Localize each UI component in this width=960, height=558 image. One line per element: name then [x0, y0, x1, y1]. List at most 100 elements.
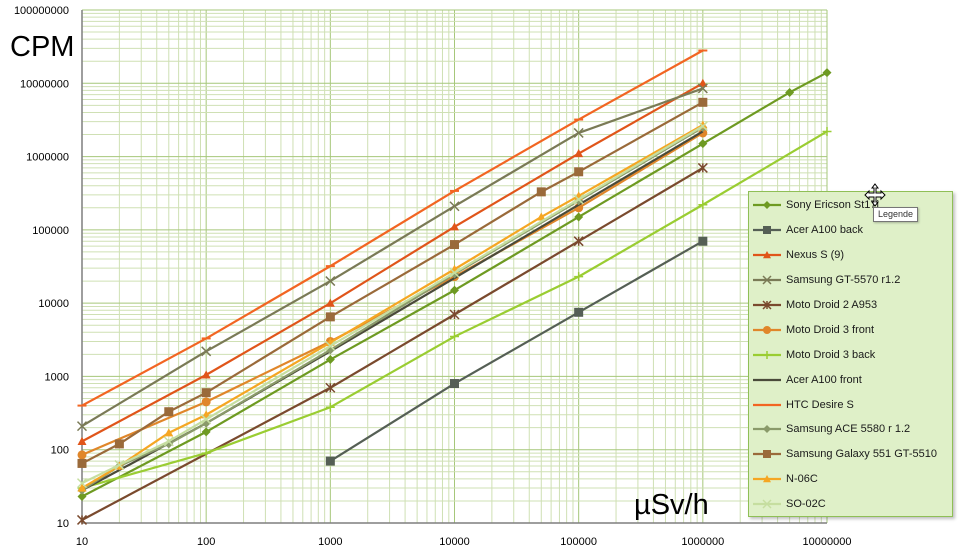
data-point	[762, 300, 772, 310]
legend-label: Sony Ericson St17i	[786, 199, 879, 212]
data-point	[698, 78, 708, 87]
series-2	[77, 78, 708, 445]
legend-key	[753, 251, 781, 259]
legend-item[interactable]: Moto Droid 3 front	[749, 317, 952, 342]
data-point	[763, 450, 771, 459]
x-tick-label: 10000	[439, 536, 470, 548]
x-tick-label: 1000	[318, 536, 342, 548]
legend-item[interactable]: Samsung GT-5570 r1.2	[749, 268, 952, 293]
y-tick-label: 100	[51, 445, 69, 457]
data-point	[77, 458, 87, 468]
data-point	[114, 439, 124, 449]
legend-label: Samsung GT-5570 r1.2	[786, 274, 901, 287]
x-tick-label: 100	[197, 536, 215, 548]
legend-item[interactable]: Moto Droid 2 A953	[749, 293, 952, 318]
y-tick-label: 100000000	[14, 5, 69, 17]
data-point	[536, 187, 546, 197]
legend-item[interactable]: Acer A100 back	[749, 218, 952, 243]
x-tick-label: 10	[76, 536, 88, 548]
data-point	[698, 97, 708, 107]
data-point	[325, 382, 336, 393]
data-point	[698, 200, 708, 210]
data-point	[573, 127, 584, 138]
series-0	[77, 68, 832, 501]
x-tick-label: 10000000	[803, 536, 852, 548]
legend-item[interactable]: HTC Desire S	[749, 392, 952, 417]
y-tick-label: 10000000	[20, 78, 69, 90]
legend-item[interactable]: Samsung Galaxy 551 GT-5510	[749, 442, 952, 467]
legend-item[interactable]: Nexus S (9)	[749, 243, 952, 268]
data-point	[698, 139, 708, 149]
series-4	[76, 162, 708, 525]
data-point	[698, 128, 708, 138]
x-axis-label: µSv/h	[634, 489, 709, 521]
legend-item[interactable]: Moto Droid 3 back	[749, 342, 952, 367]
y-tick-label: 10000	[38, 298, 69, 310]
series-line	[81, 82, 704, 443]
series-1	[325, 236, 708, 466]
data-point	[450, 285, 459, 295]
legend-tooltip: Legende	[873, 207, 919, 222]
legend-item[interactable]: Sony Ericson St17i	[749, 193, 952, 218]
data-point	[76, 421, 88, 432]
legend-label: SO-02C	[786, 498, 826, 511]
data-point	[164, 428, 174, 437]
legend-item[interactable]: N-06C	[749, 467, 952, 492]
data-point	[77, 483, 87, 492]
data-point	[201, 370, 211, 379]
x-tick-label: 100000	[560, 536, 597, 548]
y-tick-label: 1000	[45, 371, 69, 383]
legend-label: Moto Droid 2 A953	[786, 299, 878, 311]
data-point	[574, 307, 584, 317]
data-point	[201, 397, 211, 407]
y-tick-label: 100000	[32, 225, 69, 237]
data-point	[450, 222, 459, 231]
legend-key	[753, 403, 781, 406]
data-point	[325, 276, 336, 287]
y-tick-label: 10	[57, 518, 69, 530]
data-point	[449, 267, 460, 278]
legend-key	[753, 275, 781, 285]
series-8	[77, 49, 708, 407]
data-point	[76, 514, 88, 525]
data-point	[325, 340, 336, 352]
data-point	[763, 325, 771, 334]
legend-label: HTC Desire S	[786, 398, 854, 411]
data-point	[201, 448, 211, 458]
legend-label: N-06C	[786, 473, 818, 486]
data-point	[450, 240, 459, 250]
data-point	[763, 201, 771, 210]
series-10	[77, 97, 708, 468]
legend-key	[753, 201, 781, 210]
data-point	[325, 312, 335, 322]
y-tick-labels: 10 100 1000 10000 100000 1000000 10000000 10000…	[14, 5, 69, 530]
data-point	[697, 162, 708, 173]
legend-item[interactable]: Samsung ACE 5580 r 1.2	[749, 417, 952, 442]
legend-label: Nexus S (9)	[786, 249, 845, 262]
data-point	[114, 459, 125, 470]
data-point	[822, 68, 832, 78]
series-layer	[76, 49, 832, 525]
series-line	[329, 240, 704, 462]
legend-key	[753, 325, 781, 334]
data-point	[201, 427, 211, 437]
data-point	[450, 332, 459, 342]
move-cursor-icon	[864, 183, 886, 207]
data-point	[201, 388, 211, 398]
data-point	[697, 83, 708, 94]
legend-key	[753, 475, 781, 483]
data-point	[574, 167, 584, 177]
data-point	[325, 402, 335, 412]
legend-key	[753, 450, 781, 459]
legend-key	[753, 300, 781, 310]
legend-item[interactable]: Acer A100 front	[749, 367, 952, 392]
data-point	[76, 478, 88, 489]
legend[interactable]: Sony Ericson St17i Acer A100 back Nexus S …	[748, 191, 953, 517]
data-point	[163, 436, 174, 447]
data-point	[822, 126, 832, 136]
x-tick-label: 1000000	[681, 536, 724, 548]
legend-label: Samsung ACE 5580 r 1.2	[786, 423, 911, 436]
series-line	[81, 71, 828, 498]
legend-item[interactable]: SO-02C	[749, 492, 952, 517]
data-point	[573, 194, 584, 205]
